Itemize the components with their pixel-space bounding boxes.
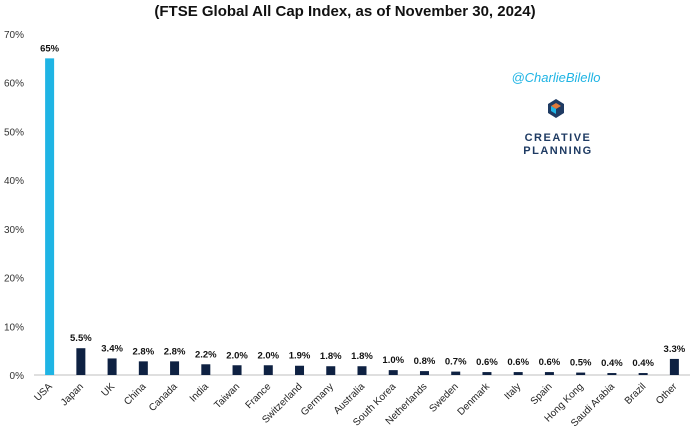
- x-tick-label: Brazil: [623, 381, 648, 406]
- y-tick-label: 20%: [4, 274, 24, 285]
- bar-spain: [544, 372, 554, 375]
- x-tick-label: Denmark: [456, 381, 493, 418]
- y-tick-label: 70%: [4, 30, 24, 41]
- x-tick-label: India: [188, 381, 211, 404]
- y-axis: 0% 10% 20% 30% 40% 50% 60% 70%: [4, 30, 24, 382]
- bar-germany: [326, 366, 336, 375]
- x-tick-label: Taiwan: [212, 381, 242, 411]
- y-tick-label: 40%: [4, 176, 24, 187]
- bar-india: [201, 364, 211, 375]
- data-label: 1.0%: [382, 355, 404, 366]
- data-label: 1.8%: [351, 351, 373, 362]
- data-label: 2.2%: [195, 349, 217, 360]
- data-label: 3.3%: [664, 344, 686, 355]
- y-tick-label: 10%: [4, 322, 24, 333]
- bar-switzerland: [295, 365, 305, 375]
- bar-france: [263, 365, 273, 375]
- x-tick-label: UK: [100, 381, 118, 399]
- chart-title: (FTSE Global All Cap Index, as of Novemb…: [154, 3, 535, 20]
- x-tick-label: France: [244, 381, 274, 411]
- data-label: 1.9%: [289, 351, 311, 362]
- bar-taiwan: [232, 365, 242, 375]
- data-label: 0.8%: [414, 356, 436, 367]
- data-label: 2.0%: [257, 350, 279, 361]
- bar-canada: [170, 361, 180, 375]
- y-tick-label: 60%: [4, 79, 24, 90]
- y-tick-label: 30%: [4, 225, 24, 236]
- data-label: 2.0%: [226, 350, 248, 361]
- data-label: 0.6%: [507, 357, 529, 368]
- bars-group: [45, 58, 679, 375]
- bar-netherlands: [419, 371, 429, 375]
- logo-text-line2: PLANNING: [523, 145, 592, 157]
- x-tick-label: USA: [32, 381, 55, 404]
- data-label: 2.8%: [164, 346, 186, 357]
- data-label: 0.7%: [445, 357, 467, 368]
- bar-usa: [45, 58, 55, 375]
- x-tick-label: Italy: [503, 381, 524, 402]
- data-label: 0.4%: [601, 358, 623, 369]
- bar-china: [138, 361, 148, 375]
- bar-sweden: [451, 371, 461, 375]
- bar-south-korea: [388, 370, 398, 375]
- bar-japan: [76, 348, 86, 375]
- data-label: 3.4%: [101, 343, 123, 354]
- data-label: 2.8%: [133, 346, 155, 357]
- x-tick-label: Japan: [59, 381, 86, 408]
- logo-mark-icon: [548, 99, 564, 118]
- x-tick-label: Canada: [147, 381, 180, 414]
- x-tick-label: Other: [654, 381, 680, 407]
- y-tick-label: 0%: [10, 371, 25, 382]
- twitter-handle: @CharlieBilello: [511, 70, 600, 85]
- creative-planning-logo: CREATIVE PLANNING: [523, 99, 592, 157]
- bar-uk: [107, 358, 117, 375]
- data-label: 65%: [40, 43, 60, 54]
- bar-other: [669, 358, 679, 375]
- x-tick-label: Spain: [529, 381, 555, 407]
- bar-australia: [357, 366, 367, 375]
- y-tick-label: 50%: [4, 127, 24, 138]
- bar-hong-kong: [576, 372, 586, 375]
- logo-text-line1: CREATIVE: [525, 132, 592, 144]
- data-label: 0.6%: [539, 357, 561, 368]
- x-tick-label: Germany: [299, 381, 336, 418]
- bar-denmark: [482, 372, 492, 375]
- data-label: 0.5%: [570, 358, 592, 369]
- data-label: 1.8%: [320, 351, 342, 362]
- bar-saudi-arabia: [607, 373, 617, 375]
- data-label: 0.6%: [476, 357, 498, 368]
- bar-italy: [513, 372, 523, 375]
- data-labels-group: 65% 5.5% 3.4% 2.8% 2.8% 2.2% 2.0% 2.0% 1.9% 1.8% 1…: [40, 43, 686, 369]
- data-label: 5.5%: [70, 333, 92, 344]
- x-tick-label: China: [122, 381, 149, 408]
- data-label: 0.4%: [632, 358, 654, 369]
- bar-brazil: [638, 373, 648, 375]
